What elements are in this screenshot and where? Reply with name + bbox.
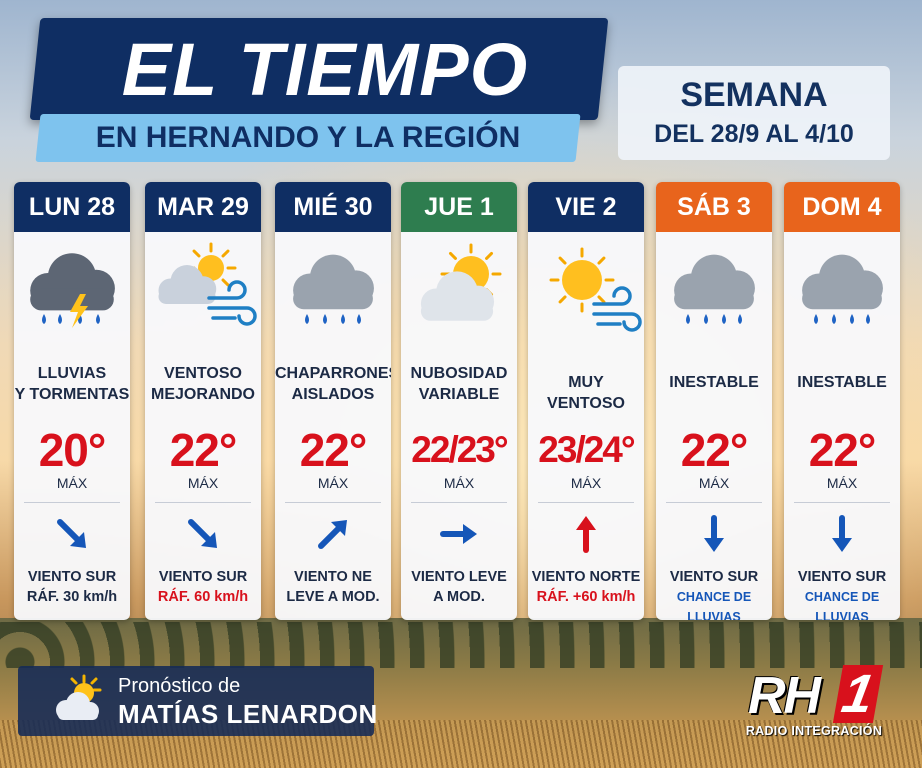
day-card: LUN 28 LLUVIAS Y TORMENTAS 20° MÁX VIENT…: [14, 182, 130, 620]
day-card: MAR 29 VENTOSO MEJORANDO 22° MÁX VIENTO …: [145, 182, 261, 620]
day-card: JUE 1 NUBOSIDAD VARIABLE 22/23° MÁX VIEN…: [401, 182, 517, 620]
logo-rh: RH: [748, 667, 821, 725]
max-label: MÁX: [187, 475, 219, 491]
divider: [24, 502, 120, 503]
max-temperature: 22/23°: [411, 429, 508, 470]
wind-detail: RÁF. 30 km/h: [26, 589, 118, 605]
wind-detail: RÁF. +60 km/h: [536, 589, 636, 605]
max-temperature: 22°: [299, 424, 368, 476]
page-subtitle: EN HERNANDO Y LA REGIÓN: [95, 121, 521, 154]
max-label: MÁX: [317, 475, 349, 491]
wind-detail: CHANCE DE LLUVIAS: [676, 590, 752, 620]
condition-line2: Y TORMENTAS: [14, 386, 130, 403]
credit-name: MATÍAS LENARDON: [118, 699, 378, 729]
divider: [538, 502, 634, 503]
divider: [794, 502, 890, 503]
wind-direction: VIENTO SUR: [669, 569, 759, 585]
credit-prefix: Pronóstico de: [118, 675, 241, 697]
day-label: MIÉ 30: [275, 182, 391, 232]
week-panel: SEMANA DEL 28/9 AL 4/10: [618, 66, 890, 160]
condition-text: NUBOSIDAD VARIABLE: [401, 363, 517, 405]
wind-detail: RÁF. 60 km/h: [157, 589, 249, 605]
partly-cloudy-icon: [56, 674, 102, 720]
sun-cloud-wind-icon: [158, 242, 257, 326]
week-label: SEMANA: [680, 76, 828, 114]
condition-text: INESTABLE: [656, 372, 772, 393]
arrow-down-right-icon: [57, 519, 86, 548]
condition-line1: INESTABLE: [669, 374, 759, 391]
day-card: MIÉ 30 CHAPARRONES AISLADOS 22° MÁX VIEN…: [275, 182, 391, 620]
wind-detail: LEVE A MOD.: [286, 589, 380, 605]
arrow-down-icon: [704, 515, 724, 552]
day-label: SÁB 3: [656, 182, 772, 232]
wind-direction: VIENTO NORTE: [531, 569, 641, 585]
condition-text: VENTOSO MEJORANDO: [145, 363, 261, 405]
logo-subtitle: RADIO INTEGRACIÓN: [745, 724, 883, 738]
day-label: DOM 4: [784, 182, 900, 232]
condition-text: CHAPARRONES AISLADOS: [275, 363, 391, 405]
condition-line2: AISLADOS: [291, 386, 375, 403]
arrow-down-right-icon: [188, 519, 217, 548]
arrow-right-icon: [440, 524, 477, 544]
condition-line2: VARIABLE: [418, 386, 500, 403]
divider: [666, 502, 762, 503]
sun-wind-icon: [549, 247, 642, 332]
rain-cloud-icon: [674, 254, 755, 324]
day-label: VIE 2: [528, 182, 644, 232]
divider: [411, 502, 507, 503]
day-card: SÁB 3 INESTABLE 22° MÁX VIENTO SUR CHANC…: [656, 182, 772, 620]
week-range: DEL 28/9 AL 4/10: [654, 120, 854, 148]
max-label: MÁX: [443, 475, 475, 491]
day-card: DOM 4 INESTABLE 22° MÁX VIENTO SUR CHANC…: [784, 182, 900, 620]
partly-cloudy-icon: [420, 243, 502, 321]
page-title: EL TIEMPO: [121, 28, 529, 111]
arrow-up-right-icon: [318, 520, 347, 549]
condition-line1: INESTABLE: [797, 374, 887, 391]
day-card: VIE 2 MUY VENTOSO 23/24° MÁX VIENTO NORT…: [528, 182, 644, 620]
condition-line2: MEJORANDO: [150, 386, 255, 403]
divider: [285, 502, 381, 503]
max-label: MÁX: [698, 475, 730, 491]
max-temperature: 20°: [38, 424, 107, 476]
condition-text: LLUVIAS Y TORMENTAS: [14, 363, 130, 405]
max-label: MÁX: [570, 475, 602, 491]
wind-direction: VIENTO SUR: [158, 569, 248, 585]
max-temperature: 23/24°: [538, 429, 635, 470]
max-temperature: 22°: [169, 424, 238, 476]
wind-direction: VIENTO SUR: [27, 569, 117, 585]
wind-detail: CHANCE DE LLUVIAS: [804, 590, 880, 620]
rain-cloud-icon: [293, 254, 374, 324]
rain-cloud-icon: [802, 254, 883, 324]
max-temperature: 22°: [808, 424, 877, 476]
day-label: JUE 1: [401, 182, 517, 232]
max-label: MÁX: [826, 475, 858, 491]
arrow-up-icon: [576, 516, 596, 553]
max-label: MÁX: [56, 475, 88, 491]
day-label: LUN 28: [14, 182, 130, 232]
arrow-down-icon: [832, 515, 852, 552]
condition-line1: VENTOSO: [164, 365, 242, 382]
condition-line1: LLUVIAS: [37, 365, 107, 382]
treeline: [0, 622, 922, 668]
condition-text: MUY VENTOSO: [528, 372, 644, 414]
condition-line1: NUBOSIDAD: [410, 365, 508, 382]
max-temperature: 22°: [680, 424, 749, 476]
condition-text: INESTABLE: [784, 372, 900, 393]
day-label: MAR 29: [145, 182, 261, 232]
storm-cloud-icon: [30, 253, 115, 328]
wind-detail: A MOD.: [433, 589, 485, 605]
condition-line1: MUY VENTOSO: [547, 374, 625, 412]
condition-line1: CHAPARRONES: [275, 365, 391, 382]
wind-direction: VIENTO LEVE: [411, 569, 507, 585]
divider: [155, 502, 251, 503]
wind-direction: VIENTO NE: [294, 569, 372, 585]
wind-direction: VIENTO SUR: [797, 569, 887, 585]
